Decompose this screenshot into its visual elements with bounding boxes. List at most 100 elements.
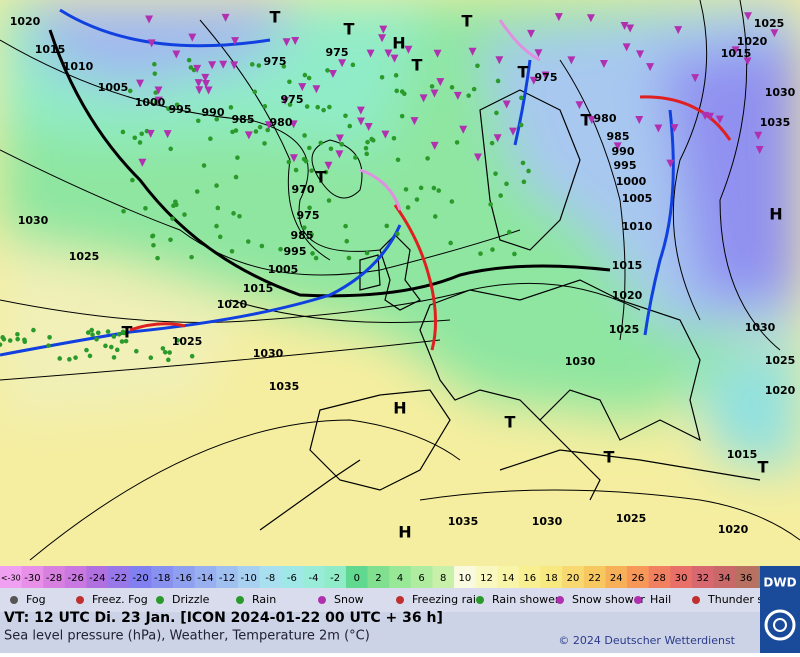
symbol-label: Freezing rain bbox=[412, 593, 483, 606]
rain-symbol bbox=[116, 332, 122, 337]
scale-label: <-30 bbox=[1, 574, 21, 583]
pressure-label: 1020 bbox=[737, 35, 768, 48]
rain-symbol bbox=[15, 331, 20, 337]
symbol-icon bbox=[556, 596, 564, 604]
snow-shower-symbol bbox=[419, 94, 428, 103]
rain-symbol bbox=[191, 67, 197, 73]
rain-symbol bbox=[302, 133, 307, 138]
rain-symbol bbox=[0, 335, 5, 340]
weather-symbols bbox=[0, 12, 779, 363]
rain-symbol bbox=[309, 232, 314, 237]
rain-symbol bbox=[15, 336, 20, 342]
rain-symbol bbox=[67, 357, 72, 362]
rain-symbol bbox=[364, 151, 370, 157]
snow-shower-symbol bbox=[743, 57, 752, 66]
rain-symbol bbox=[233, 174, 239, 180]
pressure-label: 1015 bbox=[727, 448, 758, 461]
rain-symbol bbox=[287, 79, 292, 85]
rain-symbol bbox=[7, 338, 13, 343]
rain-symbol bbox=[189, 254, 194, 260]
rain-symbol bbox=[327, 104, 332, 110]
snow-shower-symbol bbox=[194, 79, 203, 88]
rain-symbol bbox=[233, 128, 239, 133]
rain-symbol bbox=[402, 91, 407, 97]
snow-shower-symbol bbox=[221, 13, 230, 22]
rain-symbol bbox=[379, 74, 385, 80]
rain-symbol bbox=[301, 156, 307, 162]
rain-symbol bbox=[162, 349, 168, 355]
snow-shower-symbol bbox=[587, 116, 596, 125]
scale-label: -20 bbox=[132, 573, 148, 584]
rain-symbol bbox=[449, 85, 455, 90]
rain-symbol bbox=[111, 355, 117, 360]
pressure-center: T bbox=[518, 63, 529, 82]
scale-label: -10 bbox=[240, 573, 256, 584]
rain-symbol bbox=[448, 240, 453, 246]
pressure-center: T bbox=[604, 448, 615, 467]
snow-shower-symbol bbox=[706, 112, 715, 121]
scale-cell bbox=[627, 566, 650, 588]
pressure-label: 1035 bbox=[448, 515, 479, 528]
rain-symbol bbox=[111, 334, 117, 339]
scale-cell bbox=[237, 566, 260, 588]
pressure-label: 1020 bbox=[10, 15, 41, 28]
scale-cell bbox=[151, 566, 174, 588]
scale-label: -24 bbox=[89, 573, 105, 584]
snow-shower-symbol bbox=[195, 86, 204, 95]
rain-symbol bbox=[431, 185, 437, 191]
rain-symbol bbox=[120, 329, 126, 335]
rain-symbol bbox=[245, 239, 251, 244]
pressure-center: H bbox=[398, 523, 411, 542]
scale-label: 0 bbox=[354, 573, 360, 584]
scale-label: 14 bbox=[502, 573, 515, 584]
snow-shower-symbol bbox=[291, 36, 300, 45]
scale-label: 34 bbox=[718, 573, 731, 584]
snow-shower-symbol bbox=[204, 86, 213, 95]
snow-shower-symbol bbox=[529, 76, 538, 85]
rain-symbol bbox=[237, 213, 242, 219]
rain-symbol bbox=[302, 225, 307, 230]
symbol-icon bbox=[318, 596, 326, 604]
symbol-icon bbox=[76, 596, 84, 604]
rain-symbol bbox=[155, 255, 160, 261]
rain-symbol bbox=[343, 223, 348, 229]
snow-shower-symbol bbox=[378, 34, 387, 43]
rain-symbol bbox=[519, 95, 524, 101]
rain-symbol bbox=[174, 102, 180, 108]
rain-symbol bbox=[494, 110, 499, 116]
pressure-center: T bbox=[462, 12, 473, 31]
snow-shower-symbol bbox=[495, 56, 504, 65]
rain-symbol bbox=[235, 155, 240, 160]
rain-symbol bbox=[307, 205, 312, 211]
pressure-label: 995 bbox=[169, 103, 192, 116]
pressure-center: T bbox=[581, 111, 592, 130]
scale-cell bbox=[43, 566, 66, 588]
pressure-label: 1020 bbox=[765, 384, 796, 397]
rain-symbol bbox=[231, 211, 236, 216]
pressure-label: 990 bbox=[202, 106, 225, 119]
scale-label: 24 bbox=[610, 573, 623, 584]
rain-symbol bbox=[46, 343, 51, 348]
pressure-label: 1015 bbox=[243, 282, 274, 295]
pressure-label: 1000 bbox=[135, 96, 166, 109]
snow-shower-symbol bbox=[770, 29, 779, 38]
scale-label: -30 bbox=[24, 573, 40, 584]
snow-shower-symbol bbox=[163, 130, 172, 139]
snow-shower-symbol bbox=[298, 83, 307, 92]
rain-symbol bbox=[307, 145, 312, 151]
rain-symbol bbox=[475, 63, 480, 69]
rain-symbol bbox=[214, 116, 220, 122]
pressure-label: 980 bbox=[594, 112, 617, 125]
pressure-label: 1015 bbox=[612, 259, 643, 272]
snow-shower-symbol bbox=[620, 22, 629, 31]
snow-shower-symbol bbox=[282, 38, 291, 47]
rain-symbol bbox=[493, 171, 498, 176]
rain-symbol bbox=[175, 338, 180, 343]
rain-symbol bbox=[85, 330, 91, 335]
symbol-icon bbox=[10, 596, 18, 604]
logo-icon bbox=[773, 618, 787, 632]
rain-symbol bbox=[369, 136, 374, 142]
snow-shower-symbol bbox=[586, 14, 595, 23]
pressure-label: 1025 bbox=[765, 354, 796, 367]
